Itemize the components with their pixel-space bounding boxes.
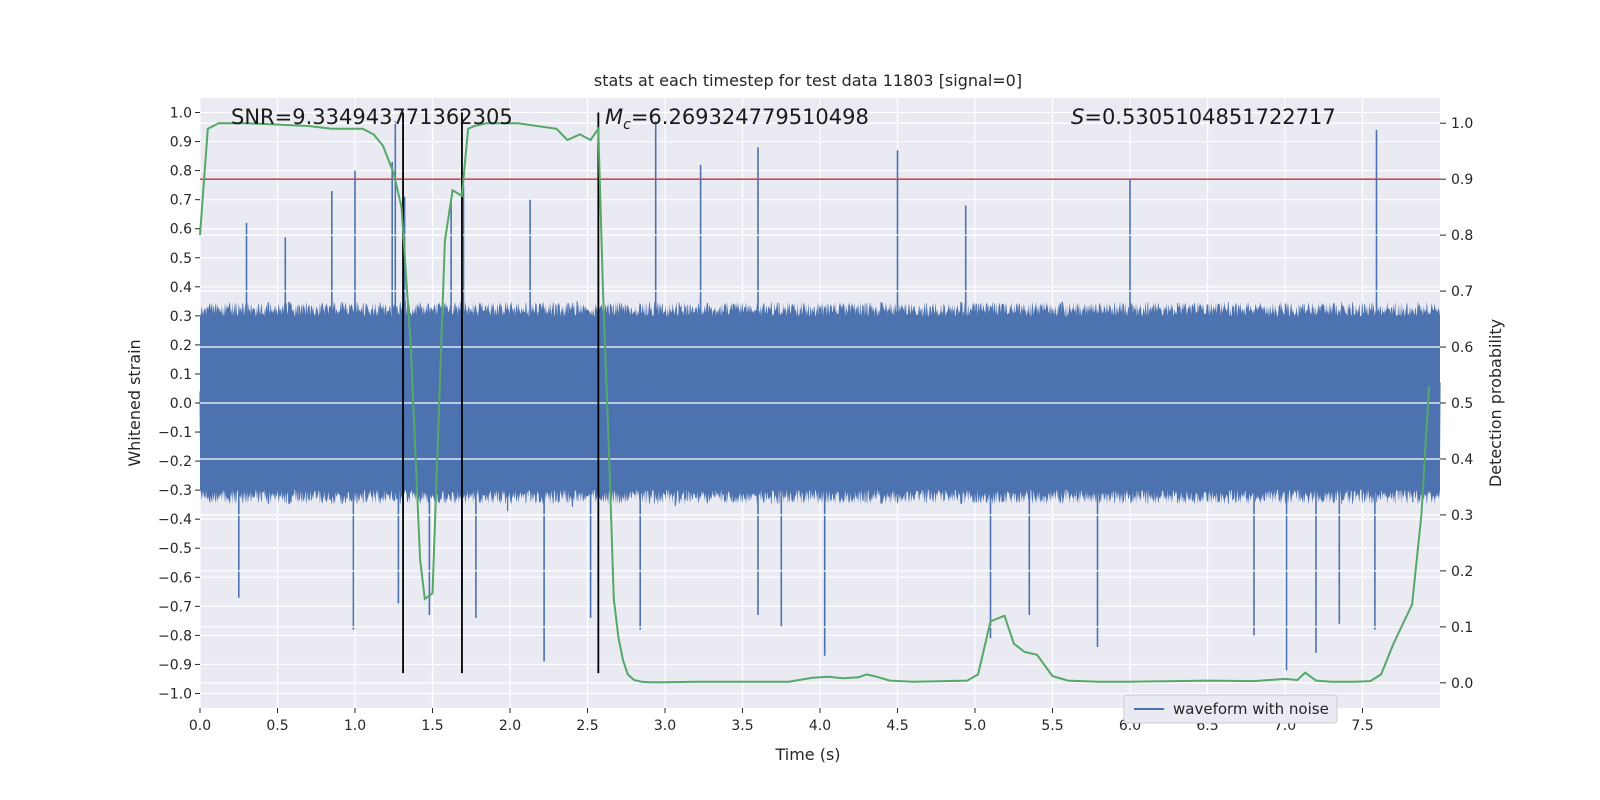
y-tick-label-5: 0.5: [170, 251, 192, 267]
chirp-mass-annotation: Mc=6.269324779510498: [605, 105, 869, 133]
y-tick-label-20: −1.0: [158, 686, 192, 702]
y-tick-label-14: −0.4: [158, 512, 192, 528]
legend-label-waveform: waveform with noise: [1173, 700, 1329, 718]
x-tick-label-7: 3.5: [731, 718, 753, 734]
y2-tick-label-9: 0.1: [1451, 620, 1473, 636]
waveform-trace: [199, 301, 1441, 512]
y-tick-label-12: −0.2: [158, 454, 192, 470]
y-axis-title: Whitened strain: [125, 339, 144, 466]
y2-axis-title: Detection probability: [1486, 319, 1505, 487]
y2-tick-label-4: 0.6: [1451, 340, 1473, 356]
y-tick-label-11: −0.1: [158, 425, 192, 441]
x-tick-label-2: 1.0: [344, 718, 366, 734]
y2-tick-label-8: 0.2: [1451, 564, 1473, 580]
event-markers: [402, 112, 600, 674]
s-symbol: S: [1071, 105, 1084, 129]
y-tick-label-2: 0.8: [170, 164, 192, 180]
x-tick-label-8: 4.0: [809, 718, 831, 734]
y2-tick-label-10: 0.0: [1451, 676, 1473, 692]
detection-probability-line: [199, 122, 1431, 684]
mc-symbol: M: [605, 105, 623, 129]
y-tick-label-10: 0.0: [170, 396, 192, 412]
legend-box: [1123, 694, 1338, 724]
y-tick-label-1: 0.9: [170, 135, 192, 151]
snr-annotation: SNR=9.334943771362305: [231, 105, 513, 129]
y-tick-label-9: 0.1: [170, 367, 192, 383]
x-tick-label-11: 5.5: [1041, 718, 1063, 734]
legend: waveform with noise: [1123, 694, 1338, 724]
y-tick-label-8: 0.2: [170, 338, 192, 354]
s-value: =0.5305104851722717: [1084, 105, 1335, 129]
y2-tick-label-0: 1.0: [1451, 116, 1473, 132]
x-tick-label-10: 5.0: [964, 718, 986, 734]
x-tick-label-0: 0.0: [189, 718, 211, 734]
y2-tick-label-7: 0.3: [1451, 508, 1473, 524]
y2-tick-label-2: 0.8: [1451, 228, 1473, 244]
x-axis-title: Time (s): [774, 745, 840, 764]
y2-tick-label-6: 0.4: [1451, 452, 1473, 468]
y-tick-label-19: −0.9: [158, 657, 192, 673]
y-tick-label-18: −0.8: [158, 628, 192, 644]
y-axis-ticks: 1.0 0.9 0.8 0.7 0.6 0.5 0.4 0.3 0.2 0.1 0.0 −0.1 −0.…: [158, 106, 200, 702]
y2-tick-label-5: 0.5: [1451, 396, 1473, 412]
y-tick-label-0: 1.0: [170, 106, 192, 122]
x-tick-label-6: 3.0: [654, 718, 676, 734]
x-tick-label-3: 1.5: [421, 718, 443, 734]
s-annotation: S=0.5305104851722717: [1071, 105, 1336, 129]
x-tick-label-4: 2.0: [499, 718, 521, 734]
y2-tick-label-1: 0.9: [1451, 172, 1473, 188]
y2-tick-label-3: 0.7: [1451, 284, 1473, 300]
x-tick-label-15: 7.5: [1351, 718, 1373, 734]
x-tick-label-1: 0.5: [266, 718, 288, 734]
y-tick-label-4: 0.6: [170, 222, 192, 238]
y-tick-label-7: 0.3: [170, 309, 192, 325]
plot-area: [199, 98, 1441, 708]
y-tick-label-15: −0.5: [158, 541, 192, 557]
x-tick-label-5: 2.5: [576, 718, 598, 734]
y2-axis-ticks: 1.0 0.9 0.8 0.7 0.6 0.5 0.4 0.3 0.2 0.1 0.0: [1440, 116, 1473, 692]
y-tick-label-13: −0.3: [158, 483, 192, 499]
y-tick-label-3: 0.7: [170, 193, 192, 209]
mc-subscript: c: [623, 117, 631, 133]
x-tick-label-9: 4.5: [886, 718, 908, 734]
chart-title: stats at each timestep for test data 118…: [594, 71, 1022, 90]
y-tick-label-16: −0.6: [158, 570, 192, 586]
y-tick-label-6: 0.4: [170, 280, 192, 296]
y-tick-label-17: −0.7: [158, 599, 192, 615]
mc-value: =6.269324779510498: [631, 105, 869, 129]
